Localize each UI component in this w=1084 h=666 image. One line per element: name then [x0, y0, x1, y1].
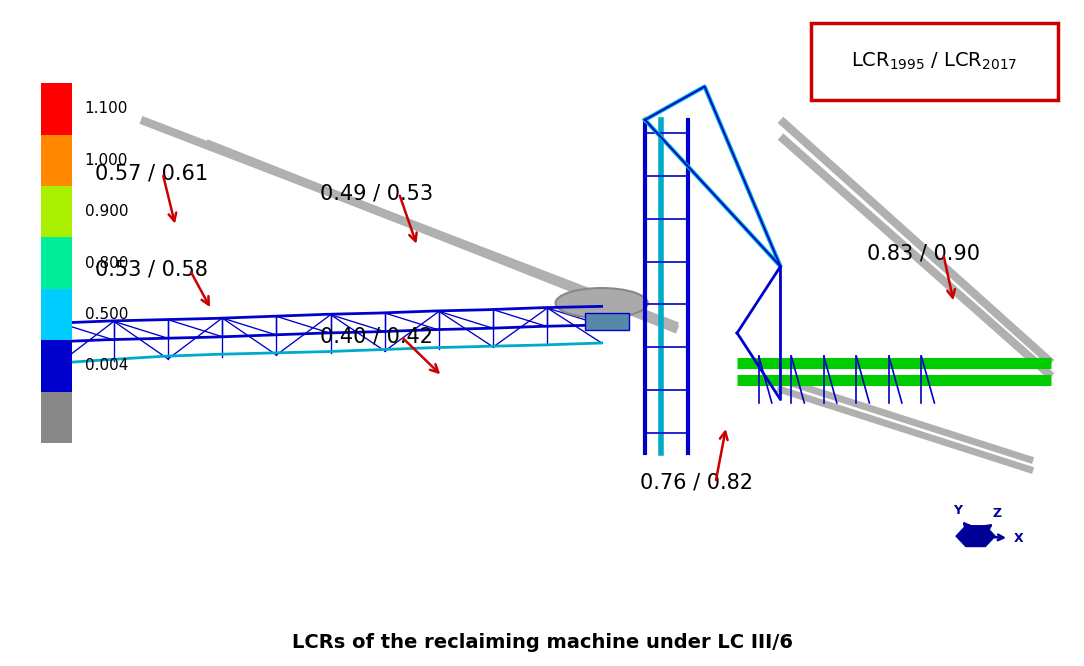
Text: 0.004: 0.004 — [85, 358, 128, 374]
Text: Y: Y — [954, 504, 963, 517]
FancyBboxPatch shape — [41, 237, 72, 289]
Text: 0.49 / 0.53: 0.49 / 0.53 — [320, 183, 433, 203]
Bar — [811, 23, 1058, 100]
FancyBboxPatch shape — [41, 340, 72, 392]
FancyBboxPatch shape — [41, 289, 72, 340]
FancyBboxPatch shape — [41, 83, 72, 135]
Text: 0.57 / 0.61: 0.57 / 0.61 — [95, 163, 208, 183]
Text: LCR$_{\mathregular{1995}}$ / LCR$_{\mathregular{2017}}$: LCR$_{\mathregular{1995}}$ / LCR$_{\math… — [851, 51, 1018, 72]
Text: 0.76 / 0.82: 0.76 / 0.82 — [640, 473, 752, 493]
Text: 0.800: 0.800 — [85, 256, 128, 270]
FancyBboxPatch shape — [41, 392, 72, 443]
Text: 0.900: 0.900 — [85, 204, 128, 219]
Text: 0.40 / 0.42: 0.40 / 0.42 — [320, 326, 433, 346]
Text: 1.000: 1.000 — [85, 153, 128, 168]
Bar — [585, 313, 629, 330]
Text: X: X — [1014, 532, 1023, 545]
Text: 0.500: 0.500 — [85, 307, 128, 322]
Text: 0.83 / 0.90: 0.83 / 0.90 — [867, 243, 980, 263]
Text: 1.100: 1.100 — [85, 101, 128, 117]
FancyBboxPatch shape — [41, 135, 72, 186]
Text: LCRs of the reclaiming machine under LC III/6: LCRs of the reclaiming machine under LC … — [292, 633, 792, 652]
Text: 0.53 / 0.58: 0.53 / 0.58 — [95, 260, 208, 280]
Text: Z: Z — [993, 507, 1002, 520]
Ellipse shape — [555, 288, 648, 318]
FancyBboxPatch shape — [41, 186, 72, 237]
